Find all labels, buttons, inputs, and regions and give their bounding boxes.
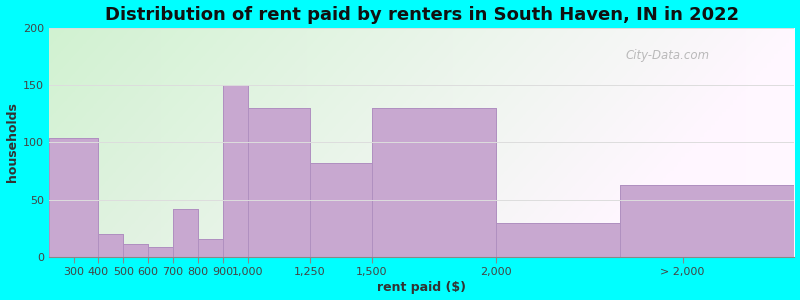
Bar xyxy=(123,244,148,257)
Bar xyxy=(198,238,222,257)
Bar xyxy=(173,209,198,257)
Bar xyxy=(222,85,247,257)
Text: City-Data.com: City-Data.com xyxy=(626,49,710,62)
Bar xyxy=(98,234,123,257)
Bar xyxy=(148,247,173,257)
Bar xyxy=(148,247,173,257)
Bar xyxy=(49,138,98,257)
Bar xyxy=(310,163,372,257)
Bar xyxy=(372,108,496,257)
Bar xyxy=(372,108,496,257)
Bar xyxy=(198,238,222,257)
Bar xyxy=(247,108,310,257)
Bar xyxy=(173,209,198,257)
Bar xyxy=(496,223,621,257)
Bar xyxy=(621,185,794,257)
Bar xyxy=(310,163,372,257)
Bar xyxy=(496,223,621,257)
Bar xyxy=(621,185,794,257)
Bar xyxy=(98,234,123,257)
Y-axis label: households: households xyxy=(6,102,18,182)
Bar xyxy=(247,108,310,257)
Title: Distribution of rent paid by renters in South Haven, IN in 2022: Distribution of rent paid by renters in … xyxy=(105,6,738,24)
Bar xyxy=(123,244,148,257)
X-axis label: rent paid ($): rent paid ($) xyxy=(377,281,466,294)
Bar xyxy=(222,85,247,257)
Bar xyxy=(49,138,98,257)
